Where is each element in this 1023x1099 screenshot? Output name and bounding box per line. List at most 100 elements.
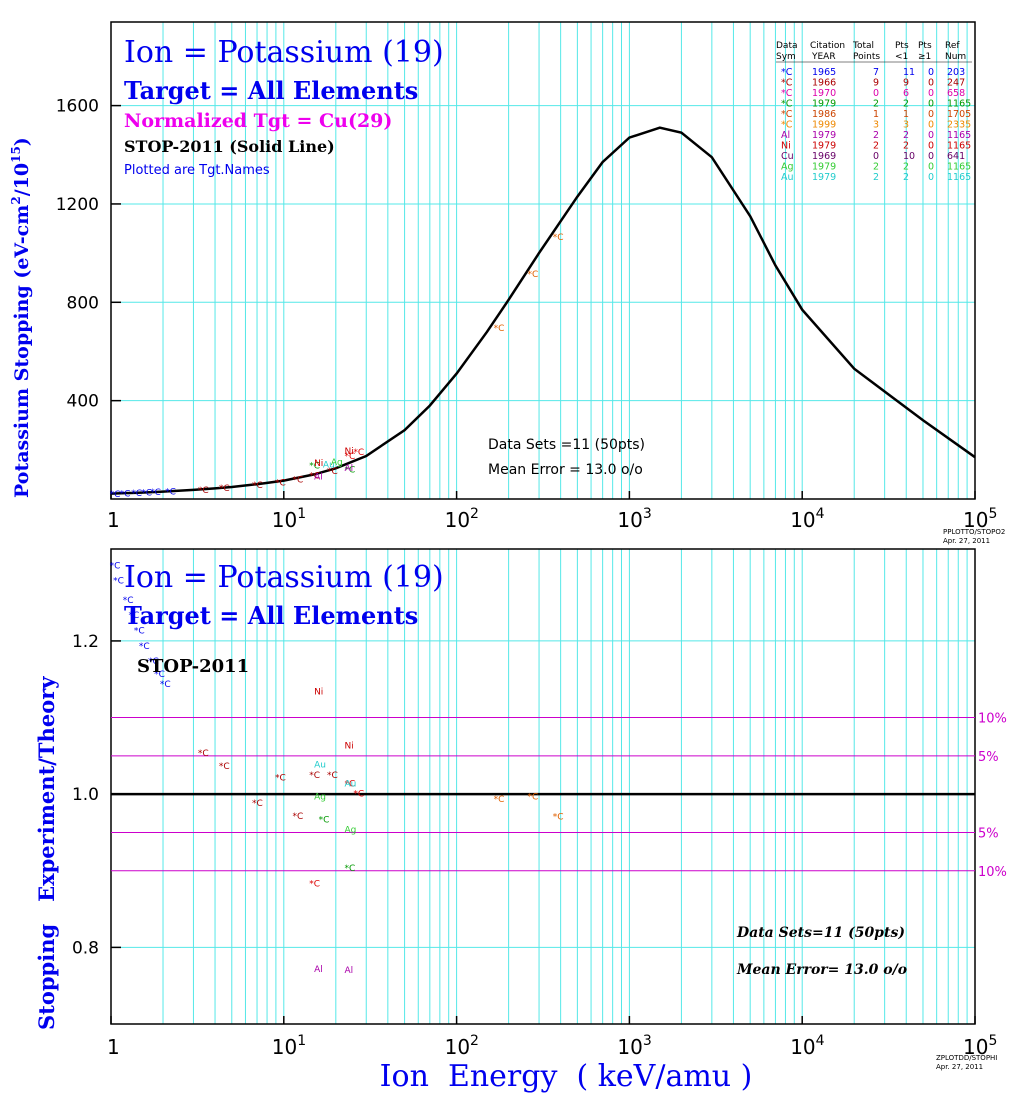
legend-cell: 11 [903,67,915,78]
legend-cell: 1165 [947,99,971,110]
data-point: *C [309,462,320,472]
data-point: Ni [345,741,354,751]
legend-cell: 1165 [947,130,971,141]
legend-cell: 0 [928,109,934,120]
legend-header: Pts [895,41,909,51]
data-point: *C [141,488,152,498]
bottom-target: Target = All Elements [124,601,418,630]
data-point: *C [292,812,303,822]
top-corner-tag1: PPLOTTO/STOPO2 [943,528,1005,536]
top-plotted-note: Plotted are Tgt.Names [124,163,270,178]
data-point: *C [131,489,142,499]
bottom-data-points: *C*C*C*C*C*C*C*C*C*C*C*C*C*C*C *C*C*C*C*C… [110,561,564,976]
top-title: Ion = Potassium (19) [124,35,444,70]
data-point: Ag [345,826,357,836]
data-point: *C [148,657,159,667]
y-tick-label: 400 [67,392,99,412]
y-tick-label: 0.8 [72,938,99,958]
data-point: *C [528,270,539,280]
data-point: Ni [345,447,354,457]
legend-cell: 1979 [812,141,836,152]
data-point: Al [345,464,354,474]
data-point: Au [314,761,326,771]
data-point: *C [309,879,320,889]
x-tick-label: 1 [107,1035,120,1059]
legend-cell: Ni [781,141,791,152]
legend-cell: 2 [903,130,909,141]
x-tick-label: 105 [963,506,997,532]
legend-cell: Ag [781,162,794,173]
data-point: *C [252,799,263,809]
data-point: Ag [314,793,326,803]
legend-header: YEAR [811,52,836,62]
legend-cell: 9 [873,78,879,89]
legend-cell: 0 [928,162,934,173]
bottom-corner-tag2: Apr. 27, 2011 [936,1063,983,1071]
data-point: *C [110,561,121,571]
legend-cell: 1165 [947,141,971,152]
legend-cell: 203 [947,67,965,78]
legend-cell: 1165 [947,162,971,173]
bottom-stop-label: STOP-2011 [137,656,249,677]
legend-cell: 1979 [812,99,836,110]
data-point: Ni [314,688,323,698]
data-point: *C [353,448,364,458]
legend-header: Num [945,52,966,62]
data-point: *C [139,642,150,652]
legend-header: Data [776,41,798,51]
legend-cell: 3 [873,120,879,131]
legend-cell: 0 [928,130,934,141]
legend-cell: 0 [928,141,934,152]
data-point: *C [345,452,356,462]
data-point: *C [110,490,121,500]
top-grid [111,22,975,499]
data-point: *C [345,780,356,790]
top-x-axis: 1 101 102 103 104 105 [107,491,997,532]
data-point: Au [345,780,357,790]
legend-cell: 2 [903,162,909,173]
data-point: Ag [331,458,343,468]
data-point: *C [154,670,165,680]
legend-cell: 0 [873,88,879,99]
legend-cell: 1969 [812,151,836,162]
top-stop-label: STOP-2011 (Solid Line) [124,137,335,156]
legend-cell: 2 [903,99,909,110]
legend-cell: 0 [928,67,934,78]
legend-cell: 641 [947,151,965,162]
legend-cell: 658 [947,88,965,99]
x-tick-label: 1 [107,508,120,532]
data-point: *C [553,233,564,243]
legend-cell: 3 [903,120,909,131]
legend-cell: 1979 [812,130,836,141]
legend-cell: 1970 [812,88,836,99]
legend-header: Citation [810,41,845,51]
legend-cell: 1 [903,109,909,120]
data-point: *C [494,795,505,805]
legend-cell: 2 [903,172,909,183]
legend-cell: 9 [903,78,909,89]
data-point: *C [129,611,140,621]
data-point: Al [314,473,323,483]
top-normalized: Normalized Tgt = Cu(29) [124,110,392,132]
legend-header: ≥1 [918,52,931,62]
legend-header: <1 [895,52,908,62]
legend-cell: Cu [781,151,794,162]
x-tick-label: 102 [445,1033,479,1059]
legend-cell: 1999 [812,120,836,131]
legend-cell: *C [781,88,793,99]
legend-cell: 10 [903,151,915,162]
legend-cell: 0 [928,151,934,162]
data-point: *C [494,324,505,334]
data-point: Al [314,965,323,975]
data-point: Ni [314,459,323,469]
x-tick-label: 103 [617,506,651,532]
tolerance-label: 5% [978,750,999,765]
legend-cell: 1979 [812,162,836,173]
tolerance-label: 10% [978,712,1007,727]
legend-cell: 2 [903,141,909,152]
top-datasets: Data Sets =11 (50pts) [488,437,645,453]
top-corner-tag2: Apr. 27, 2011 [943,537,990,545]
x-tick-label: 104 [790,506,824,532]
data-point: *C [113,577,124,587]
